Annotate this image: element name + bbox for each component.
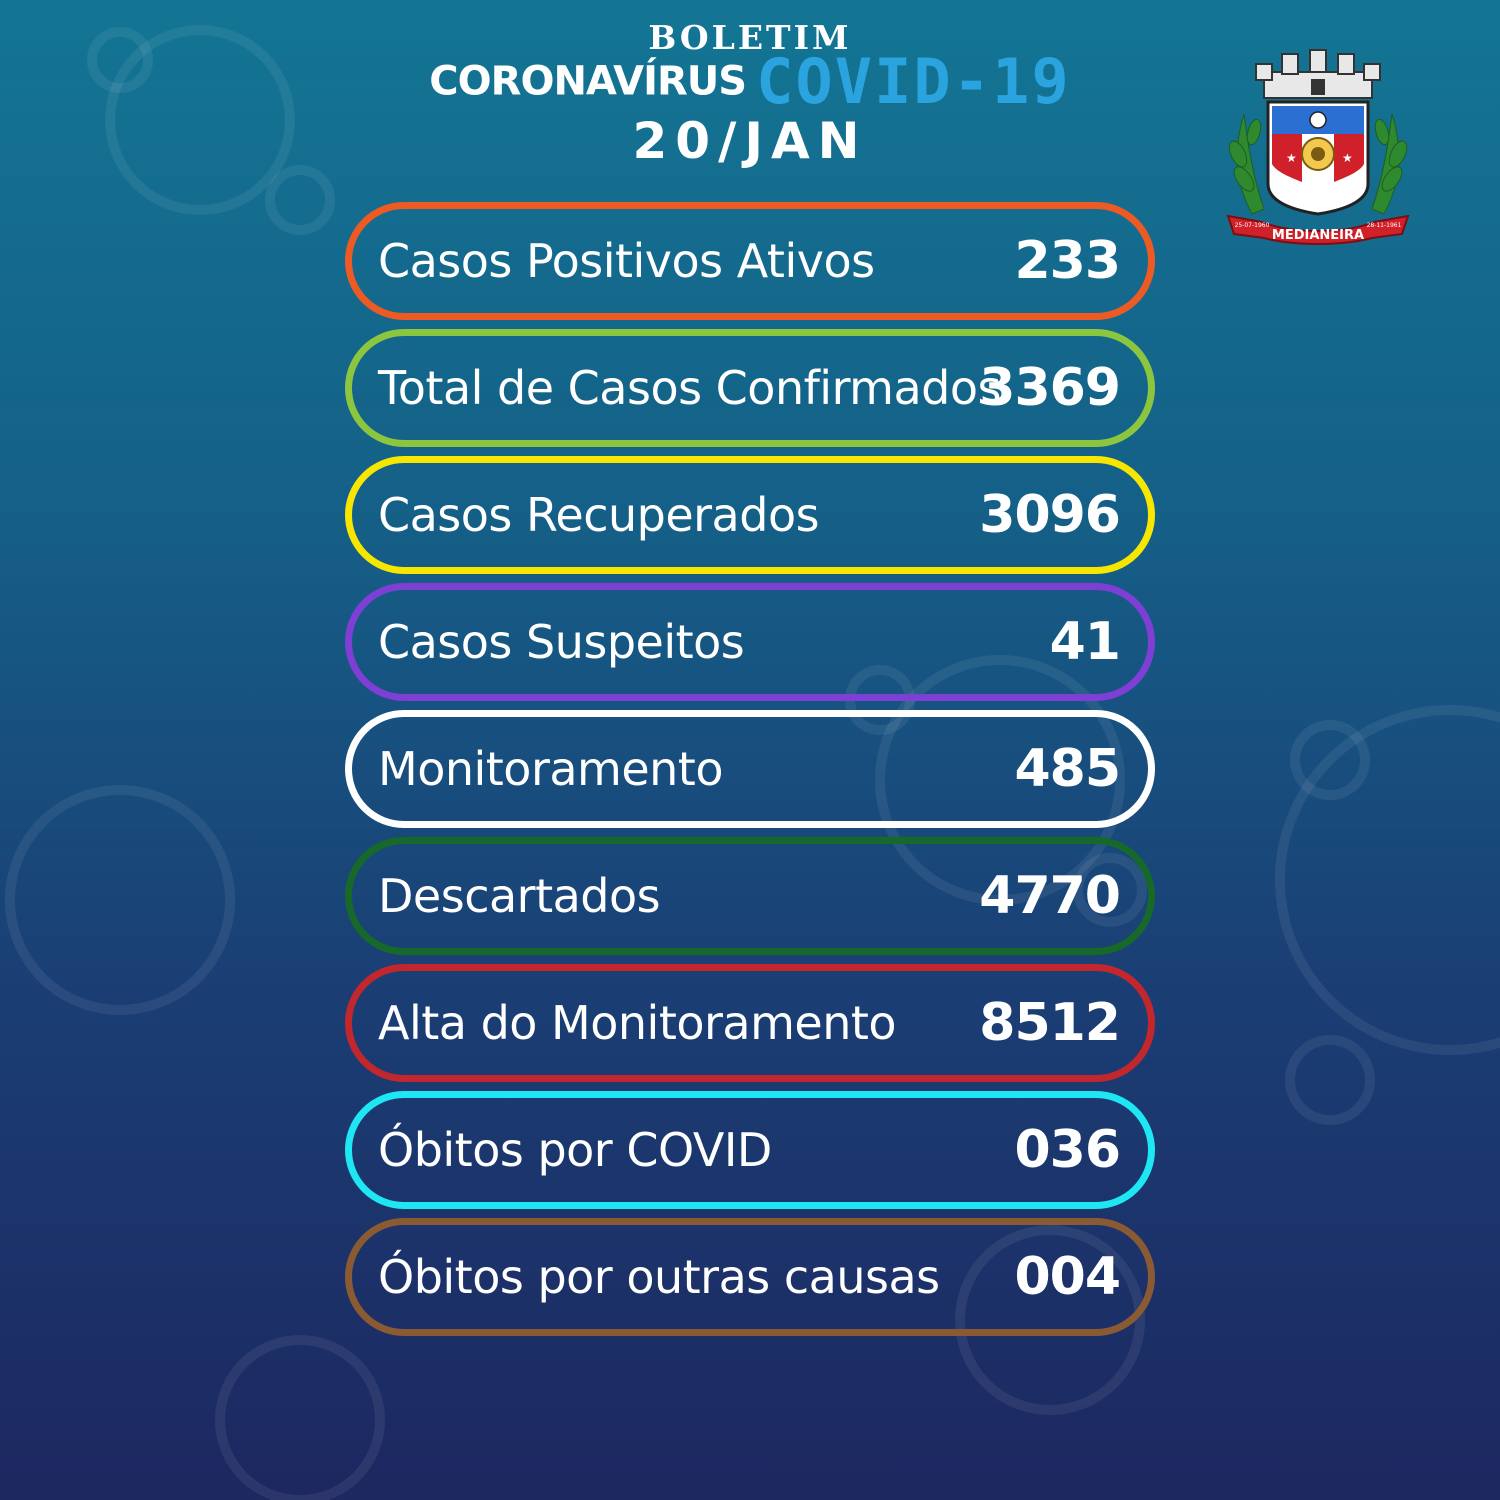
stat-value: 004 bbox=[1014, 1247, 1121, 1307]
stat-label: Casos Suspeitos bbox=[378, 615, 745, 669]
stat-value: 8512 bbox=[979, 993, 1121, 1053]
logo-city-name: MEDIANEIRA bbox=[1272, 228, 1364, 243]
svg-text:★: ★ bbox=[1342, 151, 1353, 165]
stat-label: Óbitos por COVID bbox=[378, 1123, 772, 1177]
stat-label: Monitoramento bbox=[378, 742, 724, 796]
stat-value: 036 bbox=[1014, 1120, 1121, 1180]
stat-row-discarded: Descartados 4770 bbox=[345, 837, 1155, 955]
stat-row-recovered-cases: Casos Recuperados 3096 bbox=[345, 456, 1155, 574]
stat-row-total-confirmed-cases: Total de Casos Confirmados 3369 bbox=[345, 329, 1155, 447]
bulletin-label: BOLETIM bbox=[648, 18, 852, 57]
stat-label: Óbitos por outras causas bbox=[378, 1250, 940, 1304]
stat-value: 233 bbox=[1014, 231, 1121, 291]
stat-value: 485 bbox=[1014, 739, 1121, 799]
stat-value: 4770 bbox=[979, 866, 1121, 926]
stat-row-other-cause-deaths: Óbitos por outras causas 004 bbox=[345, 1218, 1155, 1336]
medianeira-coat-of-arms-logo: ★ ★ MEDIANEIRA 25-07-1960 28-11-1961 bbox=[1226, 49, 1410, 245]
stat-label: Casos Positivos Ativos bbox=[378, 234, 875, 288]
covid-label: COVID-19 bbox=[756, 45, 1071, 118]
coronavirus-label: CORONAVÍRUS bbox=[429, 58, 747, 105]
stat-row-monitoring-discharge: Alta do Monitoramento 8512 bbox=[345, 964, 1155, 1082]
stat-row-active-positive-cases: Casos Positivos Ativos 233 bbox=[345, 202, 1155, 320]
title-line: CORONAVÍRUS COVID-19 bbox=[0, 45, 1500, 118]
svg-text:★: ★ bbox=[1286, 151, 1297, 165]
stat-label: Descartados bbox=[378, 869, 661, 923]
stat-row-monitoring: Monitoramento 485 bbox=[345, 710, 1155, 828]
bulletin-date: 20/JAN bbox=[632, 112, 868, 170]
stat-label: Casos Recuperados bbox=[378, 488, 820, 542]
stat-label: Alta do Monitoramento bbox=[378, 996, 897, 1050]
logo-date-right: 28-11-1961 bbox=[1367, 222, 1402, 229]
stat-value: 3096 bbox=[979, 485, 1121, 545]
stat-row-suspected-cases: Casos Suspeitos 41 bbox=[345, 583, 1155, 701]
stat-label: Total de Casos Confirmados bbox=[378, 361, 1001, 415]
stat-row-covid-deaths: Óbitos por COVID 036 bbox=[345, 1091, 1155, 1209]
logo-date-left: 25-07-1960 bbox=[1235, 222, 1270, 229]
stat-value: 41 bbox=[1049, 612, 1121, 672]
stat-value: 3369 bbox=[979, 358, 1121, 418]
